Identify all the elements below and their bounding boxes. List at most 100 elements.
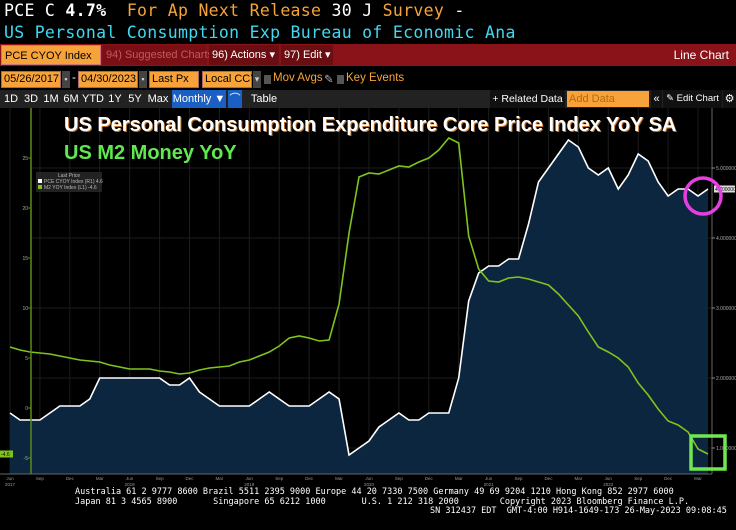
right-axis-tick-label: 3.000000 [716, 306, 736, 312]
legend-value: 4.6 [95, 179, 103, 185]
left-axis-tick-label: 0 [25, 406, 28, 412]
legend-header: Last Price [57, 173, 81, 179]
right-axis-tick-label: 4.000000 [716, 236, 736, 242]
edit-menu[interactable]: 97) Edit ▾ [281, 45, 333, 65]
next-release-date: 30 J [331, 1, 373, 20]
x-axis-tick-label: Dec [305, 476, 314, 481]
left-axis-tick-label: 5 [25, 356, 28, 362]
x-axis-year-label: 2018 [125, 482, 136, 487]
m2-last-value-tag [0, 450, 13, 458]
x-axis-tick-label: Sep [36, 476, 45, 481]
pencil-icon[interactable]: ✎ [324, 74, 334, 86]
footer-contacts-2: Japan 81 3 4565 8900 Singapore 65 6212 1… [75, 496, 690, 507]
calendar-icon[interactable]: ▪ [62, 71, 70, 88]
x-axis-tick-label: Dec [185, 476, 194, 481]
pce-last-value-label: 4.700000 [715, 187, 736, 193]
m2-series-line [9, 137, 709, 455]
period-1m[interactable]: 1M [43, 93, 59, 105]
dash: - [454, 1, 465, 20]
x-axis-tick-label: Mar [96, 476, 104, 481]
actions-menu[interactable]: 96) Actions ▾ [209, 45, 279, 65]
price-field-select[interactable]: Last Px [149, 71, 199, 88]
x-axis-tick-label: Jun [605, 476, 613, 481]
pce-series-line [9, 138, 709, 457]
right-axis-tick-label: 5.000000 [716, 166, 736, 172]
for-label: For Ap [126, 1, 189, 20]
period-5y[interactable]: 5Y [128, 93, 142, 105]
survey-label: Survey [382, 1, 445, 20]
mov-avgs-label: Mov Avgs [273, 72, 323, 84]
last-value: 4.7% [65, 1, 107, 20]
x-axis-year-label: 2021 [484, 482, 495, 487]
ticker-input[interactable]: PCE CYOY Index [1, 45, 101, 65]
left-axis-tick-label: -5 [24, 456, 29, 462]
left-axis-tick-label: 10 [22, 306, 28, 312]
edit-chart-button[interactable]: ✎ Edit Chart [663, 90, 722, 108]
add-data-input[interactable]: Add Data [567, 91, 649, 107]
x-axis-tick-label: Dec [66, 476, 75, 481]
related-data-button[interactable]: + Related Data [490, 90, 565, 108]
chevron-down-icon[interactable]: ▾ [253, 71, 261, 88]
x-axis-year-label: 2020 [364, 482, 375, 487]
period-6m[interactable]: 6M [63, 93, 79, 105]
calendar-icon[interactable]: ▪ [139, 71, 147, 88]
collapse-icon[interactable]: « [651, 90, 662, 108]
security-description: US Personal Consumption Exp Bureau of Ec… [4, 23, 516, 42]
footer-contacts-1: Australia 61 2 9777 8600 Brazil 5511 239… [75, 487, 674, 497]
x-axis-year-label: 2022 [603, 482, 614, 487]
x-axis-tick-label: Mar [335, 476, 343, 481]
highlight-circle [683, 176, 723, 216]
highlight-square [689, 434, 727, 471]
x-axis-tick-label: Sep [515, 476, 524, 481]
x-axis-tick-label: Sep [634, 476, 643, 481]
end-date-input[interactable]: 04/30/2023 [78, 71, 138, 88]
period-1y[interactable]: 1Y [108, 93, 122, 105]
period-1d[interactable]: 1D [3, 93, 19, 105]
legend-value: -4.6 [88, 185, 97, 191]
x-axis-tick-label: Sep [395, 476, 404, 481]
x-axis-tick-label: Mar [216, 476, 224, 481]
line-chart: 25 20 15 10 5 0 -5 5.000000 4.000000 3.000000 2.00… [0, 108, 736, 487]
currency-select[interactable]: Local CCY [202, 71, 258, 88]
key-events-label: Key Events [346, 72, 405, 84]
x-axis-tick-label: Sep [156, 476, 165, 481]
x-axis-tick-label: Sep [275, 476, 284, 481]
legend-label: PCE CYOY Index (R1) [44, 179, 95, 185]
toolbar: PCE CYOY Index 94) Suggested Charts 96) … [0, 44, 736, 66]
legend-entry-m2: M2 YOY Index (L1) -4.6 [38, 185, 100, 191]
legend-swatch [38, 179, 42, 183]
x-axis-tick-label: Dec [425, 476, 434, 481]
x-axis-tick-label: Jun [126, 476, 134, 481]
x-axis-tick-label: Mar [455, 476, 463, 481]
next-release-label: Next Release [198, 1, 322, 20]
legend-swatch [38, 185, 42, 189]
key-events-checkbox[interactable] [337, 75, 344, 84]
x-axis-tick-label: Jun [365, 476, 373, 481]
frequency-select[interactable]: Monthly ▼ [172, 90, 226, 108]
period-bar: 1D 3D 1M 6M YTD 1Y 5Y Max Monthly ▼ ⌒ Ta… [0, 90, 736, 108]
left-axis-tick-label: 15 [22, 256, 28, 262]
suggested-charts-button[interactable]: 94) Suggested Charts [103, 45, 213, 65]
security-header: PCE C 4.7% For Ap Next Release 30 J Surv… [4, 1, 465, 20]
m2-last-value-label: -4.6 [1, 452, 10, 458]
left-axis-tick-label: 25 [22, 156, 28, 162]
gear-icon[interactable]: ⚙ [723, 90, 736, 108]
x-axis-tick-label: Jun [246, 476, 254, 481]
period-max[interactable]: Max [147, 93, 169, 105]
mov-avgs-checkbox[interactable] [264, 75, 271, 84]
pce-last-value-tag [714, 185, 735, 193]
x-axis-tick-label: Dec [544, 476, 553, 481]
line-chart-icon[interactable]: ⌒ [228, 90, 242, 108]
table-button[interactable]: Table [250, 93, 278, 105]
pce-area-fill [10, 140, 708, 474]
x-axis-tick-label: Jun [6, 476, 14, 481]
chart-type-label: Line Chart [673, 48, 729, 62]
footer: Australia 61 2 9777 8600 Brazil 5511 239… [0, 487, 736, 517]
right-axis-tick-label: 2.000000 [716, 376, 736, 382]
left-axis-tick-label: 20 [22, 206, 28, 212]
x-axis-tick-label: Jun [485, 476, 493, 481]
period-3d[interactable]: 3D [23, 93, 39, 105]
period-ytd[interactable]: YTD [82, 93, 104, 105]
legend-label: M2 YOY Index (L1) [44, 185, 87, 191]
start-date-input[interactable]: 05/26/2017 [1, 71, 61, 88]
